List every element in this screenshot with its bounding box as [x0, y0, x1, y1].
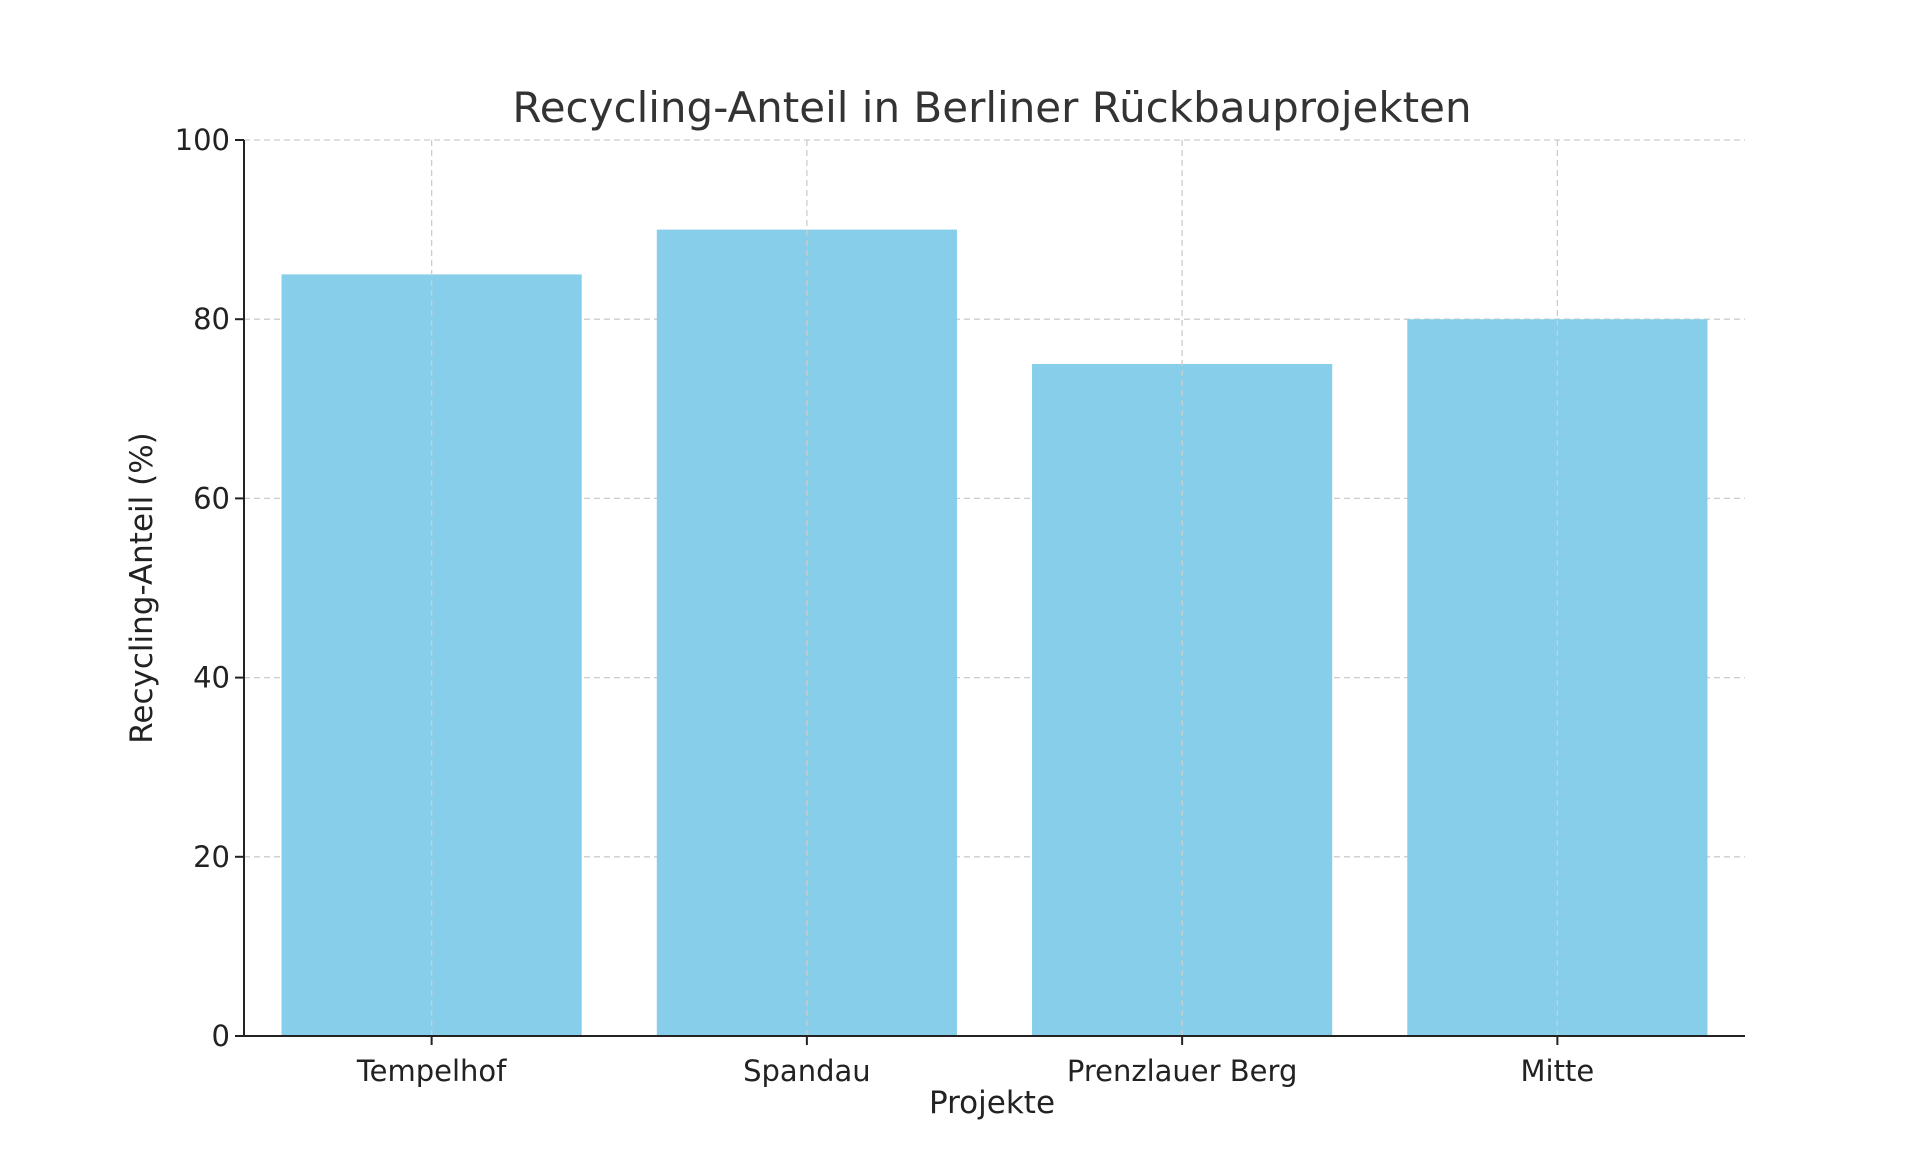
y-tick-label: 20	[193, 840, 230, 874]
y-tick-label: 80	[193, 302, 230, 336]
ticks-layer: 0 20 40 60 80 100 Tempelhof Spandau Prenzlauer B…	[175, 123, 1595, 1088]
x-tick-label: Mitte	[1521, 1054, 1595, 1088]
x-axis-label: Projekte	[929, 1085, 1055, 1121]
axes-layer	[243, 140, 1745, 1037]
y-tick-label: 100	[175, 123, 230, 157]
bar	[1407, 319, 1708, 1036]
y-tick-label: 60	[193, 481, 230, 515]
x-tick-label: Prenzlauer Berg	[1067, 1054, 1297, 1088]
y-axis-label: Recycling-Anteil (%)	[124, 432, 160, 744]
chart-title: Recycling-Anteil in Berliner Rückbauproj…	[512, 83, 1471, 132]
y-tick-label: 0	[212, 1019, 230, 1053]
x-tick-label: Tempelhof	[356, 1054, 507, 1088]
x-tick-label: Spandau	[743, 1054, 871, 1088]
y-tick-label: 40	[193, 661, 230, 695]
bars-layer	[281, 140, 1708, 1037]
